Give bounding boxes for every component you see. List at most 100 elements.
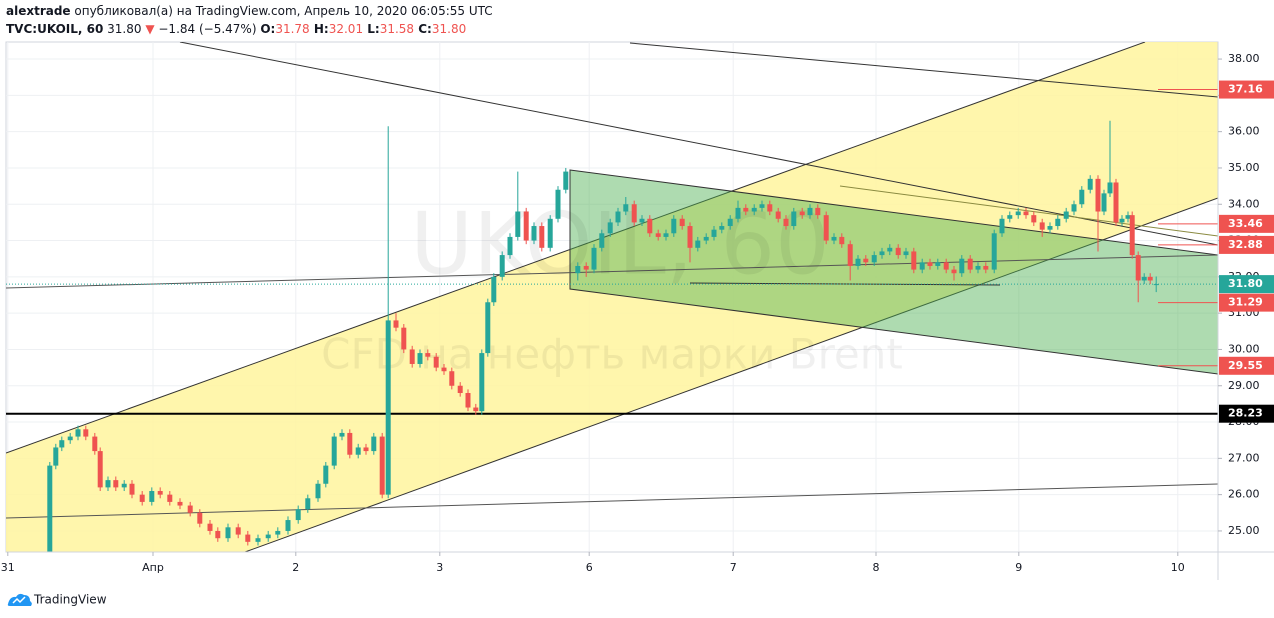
candle-body [1113, 182, 1119, 223]
candle-body [719, 226, 725, 230]
candle-body [943, 262, 949, 270]
price-label-bg [1219, 80, 1274, 99]
candle-body [97, 451, 103, 488]
candle-body [639, 218, 645, 223]
candle-body [371, 436, 377, 452]
candle-body [695, 240, 701, 248]
candle-body [1119, 218, 1125, 223]
candle-body [847, 244, 853, 266]
candle-body [1101, 193, 1107, 212]
price-label: 31.29 [1228, 296, 1263, 309]
candle-body [671, 218, 677, 234]
candle-body [1141, 276, 1147, 281]
o-label: O: [260, 22, 276, 36]
change: −1.84 (−5.47%) [154, 22, 261, 36]
candle-body [473, 407, 479, 412]
candle-body [225, 527, 231, 539]
candle-body [1147, 276, 1153, 281]
candle-body [855, 258, 861, 266]
candle-body [663, 233, 669, 237]
candle-body [679, 218, 685, 227]
candle-body [607, 222, 613, 234]
candle-body [591, 247, 597, 270]
candle-body [295, 509, 301, 521]
l: 31.58 [379, 22, 415, 36]
candle-body [823, 215, 829, 241]
candle-body [1015, 211, 1021, 216]
candle-body [967, 258, 973, 270]
candle-body [799, 211, 805, 216]
price-label: 31.80 [1228, 277, 1263, 290]
candle-body [449, 371, 455, 386]
y-tick-label: 38.00 [1228, 52, 1260, 65]
y-tick-label: 35.00 [1228, 161, 1260, 174]
x-tick-label: 8 [873, 561, 880, 574]
candle-body [457, 385, 463, 394]
y-tick-label: 30.00 [1228, 342, 1260, 355]
candle-body [379, 436, 385, 495]
candle-body [129, 483, 135, 495]
arrow: ▼ [145, 22, 155, 36]
candle-body [197, 512, 203, 524]
candle-body [363, 447, 369, 452]
candle-body [623, 204, 629, 212]
candle-body [767, 204, 773, 212]
candle-body [983, 265, 989, 270]
candle-body [149, 491, 155, 502]
candle-body [265, 534, 271, 539]
candle-body [47, 465, 53, 552]
x-tick-label: 7 [730, 561, 737, 574]
x-tick-label: 31 [1, 561, 15, 574]
tv-logo [7, 593, 32, 606]
x-tick-label: 6 [586, 561, 593, 574]
x-tick-label: Апр [142, 561, 164, 574]
candle-body [1095, 178, 1101, 212]
symbol: TVC:UKOIL, 60 [6, 22, 104, 36]
candle-body [255, 538, 261, 542]
candle-body [1039, 222, 1045, 230]
trend-line [179, 42, 1218, 246]
candle-body [807, 207, 813, 216]
y-tick-label: 36.00 [1228, 125, 1260, 138]
candle-body [919, 262, 925, 270]
candle-body [935, 262, 941, 266]
candle-body [433, 356, 439, 368]
price-label: 33.46 [1228, 217, 1263, 230]
h-label: H: [309, 22, 329, 36]
y-tick-label: 26.00 [1228, 488, 1260, 501]
candle-body [791, 211, 797, 227]
candle-body [655, 233, 661, 237]
trend-line [839, 185, 1218, 237]
candle-body [53, 447, 59, 466]
candle-body [575, 265, 581, 274]
candle-body [393, 320, 399, 328]
candle-body [555, 189, 561, 219]
candle-body [1031, 215, 1037, 223]
candle-body [105, 480, 111, 488]
y-tick-label: 25.00 [1228, 524, 1260, 537]
candle-body [401, 327, 407, 350]
candle-body [92, 436, 98, 452]
x-tick-label: 2 [292, 561, 299, 574]
candle-body [523, 211, 529, 241]
c-label: C: [414, 22, 432, 36]
price-label-bg [1219, 356, 1274, 375]
candle-body [647, 218, 653, 234]
candle-body [539, 226, 545, 248]
candle-body [951, 269, 957, 274]
candle-body [599, 233, 605, 248]
candle-body [887, 247, 893, 252]
candle-body [315, 483, 321, 499]
price-label-bg [1219, 275, 1274, 294]
c: 31.80 [431, 22, 467, 36]
trend-line [689, 282, 1001, 286]
published: опубликовал(а) на TradingView.com, Апрел… [70, 4, 493, 18]
candle-body [409, 349, 415, 364]
candle-body [75, 429, 81, 437]
price-label-bg [1219, 235, 1274, 254]
candle-body [113, 480, 119, 488]
footer-brand: TradingView [33, 593, 107, 607]
candle-body [245, 534, 251, 542]
candle-body [615, 211, 621, 223]
